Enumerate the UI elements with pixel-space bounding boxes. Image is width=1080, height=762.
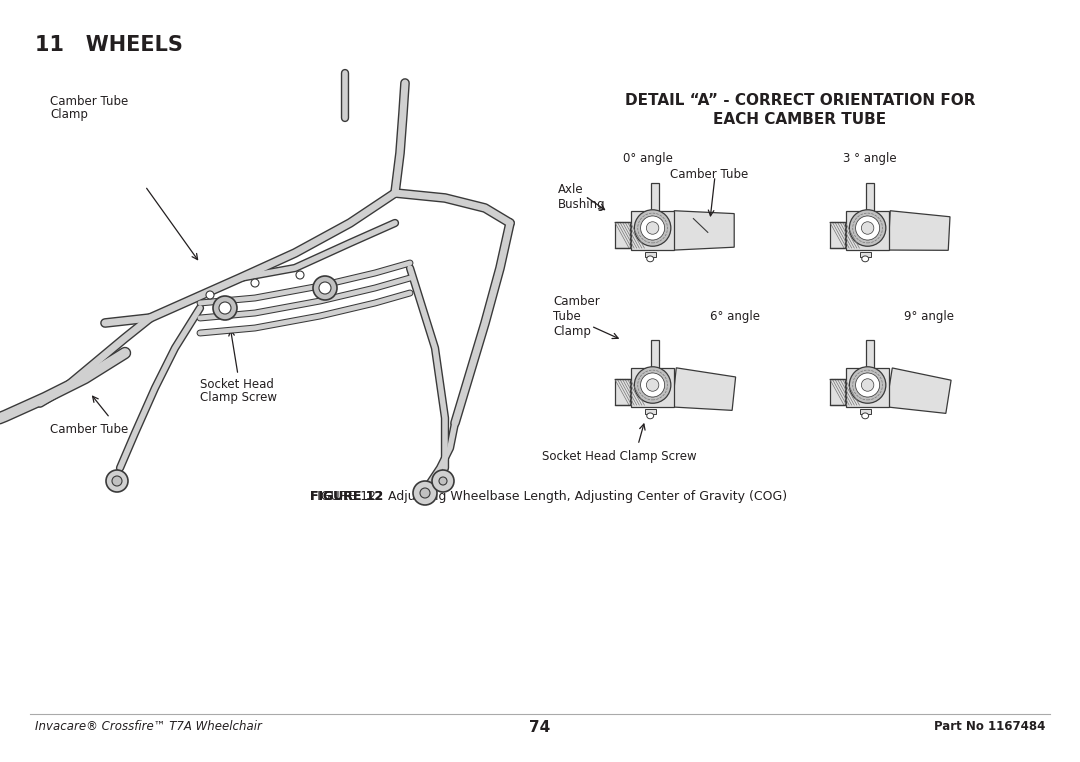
Circle shape xyxy=(855,216,879,240)
Circle shape xyxy=(219,302,231,314)
Polygon shape xyxy=(615,379,630,405)
Polygon shape xyxy=(645,252,656,258)
Polygon shape xyxy=(615,222,630,248)
Text: Camber Tube: Camber Tube xyxy=(50,423,129,436)
Text: 74: 74 xyxy=(529,720,551,735)
Circle shape xyxy=(646,222,659,234)
Circle shape xyxy=(640,216,664,240)
Circle shape xyxy=(855,373,879,397)
Circle shape xyxy=(106,470,129,492)
Circle shape xyxy=(296,271,303,279)
Text: EACH CAMBER TUBE: EACH CAMBER TUBE xyxy=(714,112,887,127)
Polygon shape xyxy=(674,211,734,250)
Polygon shape xyxy=(866,341,875,381)
Text: DETAIL “A” - CORRECT ORIENTATION FOR: DETAIL “A” - CORRECT ORIENTATION FOR xyxy=(624,93,975,108)
Text: Clamp Screw: Clamp Screw xyxy=(200,391,276,404)
Circle shape xyxy=(849,210,886,246)
Circle shape xyxy=(420,488,430,498)
Circle shape xyxy=(640,373,664,397)
Circle shape xyxy=(319,282,330,294)
Text: 9° angle: 9° angle xyxy=(904,310,954,323)
Polygon shape xyxy=(866,184,875,224)
Text: 0° angle: 0° angle xyxy=(623,152,673,165)
Text: Clamp: Clamp xyxy=(50,108,87,121)
Polygon shape xyxy=(672,368,735,411)
Polygon shape xyxy=(829,379,845,405)
Text: Axle
Bushing: Axle Bushing xyxy=(558,183,606,211)
Circle shape xyxy=(634,210,671,246)
Polygon shape xyxy=(846,368,889,407)
Circle shape xyxy=(206,291,214,299)
Ellipse shape xyxy=(647,413,653,419)
Circle shape xyxy=(251,279,259,287)
Text: Socket Head: Socket Head xyxy=(200,378,274,391)
Polygon shape xyxy=(860,252,870,258)
Polygon shape xyxy=(829,222,845,248)
Polygon shape xyxy=(888,211,950,251)
Circle shape xyxy=(862,222,874,234)
Circle shape xyxy=(413,481,437,505)
Circle shape xyxy=(432,470,454,492)
Polygon shape xyxy=(846,211,889,250)
Polygon shape xyxy=(886,368,951,413)
Text: FIGURE 12: FIGURE 12 xyxy=(310,490,383,503)
Ellipse shape xyxy=(862,413,868,419)
Text: 6° angle: 6° angle xyxy=(710,310,760,323)
Polygon shape xyxy=(631,211,674,250)
Ellipse shape xyxy=(647,256,653,262)
Polygon shape xyxy=(631,368,674,407)
Text: Invacare® Crossfire™ T7A Wheelchair: Invacare® Crossfire™ T7A Wheelchair xyxy=(35,720,261,733)
Circle shape xyxy=(313,276,337,300)
Text: FIGURE 12: FIGURE 12 xyxy=(310,490,383,503)
Circle shape xyxy=(112,476,122,486)
Polygon shape xyxy=(645,409,656,415)
Polygon shape xyxy=(650,341,659,381)
Text: 3 ° angle: 3 ° angle xyxy=(843,152,896,165)
Ellipse shape xyxy=(862,256,868,262)
Circle shape xyxy=(849,367,886,403)
Text: Part No 1167484: Part No 1167484 xyxy=(933,720,1045,733)
Circle shape xyxy=(438,477,447,485)
Circle shape xyxy=(646,379,659,391)
Text: FIGURE 12   Adjusting Wheelbase Length, Adjusting Center of Gravity (COG): FIGURE 12 Adjusting Wheelbase Length, Ad… xyxy=(310,490,787,503)
Polygon shape xyxy=(860,409,870,415)
Text: Camber Tube: Camber Tube xyxy=(50,95,129,108)
Circle shape xyxy=(213,296,237,320)
Text: Camber Tube: Camber Tube xyxy=(670,168,748,181)
Circle shape xyxy=(634,367,671,403)
Text: Camber
Tube
Clamp: Camber Tube Clamp xyxy=(553,295,599,338)
Text: 11   WHEELS: 11 WHEELS xyxy=(35,35,183,55)
Polygon shape xyxy=(650,184,659,224)
Circle shape xyxy=(862,379,874,391)
Text: Socket Head Clamp Screw: Socket Head Clamp Screw xyxy=(542,450,697,463)
